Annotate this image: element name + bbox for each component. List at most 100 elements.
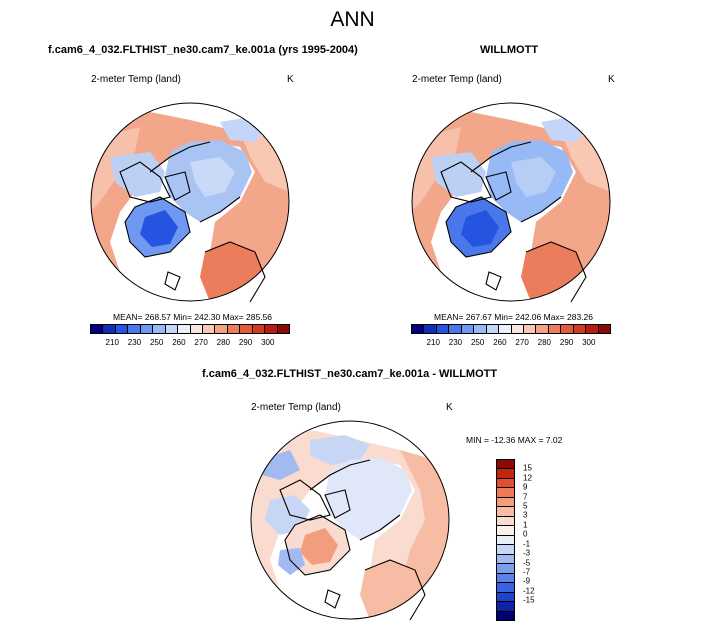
panel-2-colorbar-color-cell <box>561 325 574 333</box>
panel-3-colorbar-color-cell <box>497 478 514 489</box>
panel-1-colorbar-color-cell <box>128 325 141 333</box>
panel-1-colorbar-tick-label: 280 <box>216 338 231 347</box>
panel-3-colorbar-color-cell <box>497 545 514 555</box>
panel-3-map <box>250 420 450 621</box>
panel-1-colorbar-color-cell <box>277 325 289 333</box>
panel-2-colorbar-color-cell <box>449 325 462 333</box>
panel-1-colorbar-color-cell <box>165 325 179 333</box>
panel-3-colorbar-color-cell <box>497 564 514 574</box>
panel-3-colorbar-tick-label: 0 <box>523 529 528 539</box>
panel-3-colorbar-color-cell <box>497 469 514 479</box>
panel-1-colorbar-tick-label: 290 <box>238 338 253 347</box>
panel-2-colorbar-tick-label: 210 <box>426 338 440 347</box>
panel-1-colorbar-color-cell <box>240 325 253 333</box>
panel-2-colorbar-color-cell <box>486 325 500 333</box>
panel-2-colorbar-tick-label: 230 <box>448 338 463 347</box>
panel-3-colorbar-tick-label: -15 <box>523 595 535 605</box>
panel-2-colorbar-color-cell <box>536 325 549 333</box>
panel-2-colorbar-color-cell <box>511 325 524 333</box>
panel-3-colorbar-color-cell <box>497 592 514 603</box>
panel-1-colorbar-color-cell <box>140 325 154 333</box>
panel-1-colorbar-tick-label: 210 <box>105 338 119 347</box>
panel-2-map <box>411 102 611 303</box>
panel-3-colorbar-color-cell <box>497 535 514 546</box>
panel-1-stats: MEAN= 268.57 Min= 242.30 Max= 285.56 <box>113 312 273 322</box>
panel-2-colorbar-color-cell <box>598 325 610 333</box>
panel-3-colorbar: 15 12 9 7 5 3 1 0 -1 -3 -5 -7 -9 -12 -15 <box>496 459 556 621</box>
panel-1-colorbar-tick-label: 250 <box>149 338 164 347</box>
panel-3-variable-label: 2-meter Temp (land) <box>251 402 341 413</box>
panel-3-colorbar-tick-label: 12 <box>523 473 532 483</box>
panel-3-colorbar-color-cell <box>497 497 514 508</box>
panel-3-colorbar-tick-label: -3 <box>523 548 531 558</box>
panel-2-variable-label: 2-meter Temp (land) <box>412 74 502 85</box>
panel-2-colorbar-tick-label: 290 <box>559 338 574 347</box>
panel-3-colorbar-color-cell <box>497 516 514 527</box>
panel-2-colorbar-color-cell <box>499 325 512 333</box>
panel-1-colorbar-color-cell <box>215 325 228 333</box>
panel-2-stats: MEAN= 267.67 Min= 242.06 Max= 283.26 <box>434 312 594 322</box>
panel-1-colorbar-color-cell <box>115 325 129 333</box>
panel-1-colorbar-color-cell <box>153 325 166 333</box>
panel-1-case-title: f.cam6_4_032.FLTHIST_ne30.cam7_ke.001a (… <box>48 44 358 56</box>
panel-3-colorbar-tick-label: 7 <box>523 492 528 502</box>
panel-3-field <box>251 421 449 619</box>
panel-1-map <box>90 102 290 303</box>
panel-3-coastlines <box>279 459 426 621</box>
panel-1-field <box>91 103 289 301</box>
panel-3-colorbar-tick-label: -7 <box>523 567 531 577</box>
panel-3-colorbar-color-cell <box>497 526 514 536</box>
panel-1-colorbar-color-cell <box>227 325 241 333</box>
panel-2-colorbar-tick-label: 260 <box>493 338 507 347</box>
panel-1-variable-label: 2-meter Temp (land) <box>91 74 181 85</box>
panel-3-colorbar-tick-label: 1 <box>523 520 528 530</box>
panel-1-colorbar-color-cell <box>265 325 278 333</box>
panel-3-colorbar-color-cell <box>497 573 514 584</box>
panel-2-units: K <box>608 74 615 85</box>
panel-3-colorbar-color-cell <box>497 554 514 565</box>
panel-2-colorbar: 210 230 250 260 270 280 290 300 <box>411 324 611 350</box>
panel-3-colorbar-tick-label: 15 <box>523 463 532 473</box>
panel-1-colorbar-tick-label: 260 <box>172 338 186 347</box>
panel-2-colorbar-color-cell <box>474 325 487 333</box>
panel-2-colorbar-color-cell <box>436 325 450 333</box>
panel-1-colorbar-color-cell <box>252 325 266 333</box>
panel-3-colorbar-tick-label: -5 <box>523 558 531 568</box>
panel-1-colorbar-color-cell <box>190 325 203 333</box>
panel-1-colorbar-color-cell <box>202 325 216 333</box>
panel-1-colorbar-color-cell <box>178 325 191 333</box>
panel-1-colorbar-tick-label: 270 <box>194 338 208 347</box>
panel-3-colorbar-color-cell <box>497 460 514 470</box>
panel-3-colorbar-color-cell <box>497 583 514 593</box>
panel-2-case-title: WILLMOTT <box>480 44 539 56</box>
page-title: ANN <box>330 8 375 31</box>
panel-1-colorbar-tick-label: 300 <box>261 338 275 347</box>
panel-3-colorbar-color-cell <box>497 602 514 612</box>
panel-3-colorbar-tick-label: -1 <box>523 539 531 549</box>
panel-3-colorbar-color-cell <box>497 507 514 517</box>
panel-1-colorbar-color-cell <box>91 325 104 333</box>
panel-2-colorbar-color-cell <box>424 325 437 333</box>
panel-2-colorbar-color-cell <box>461 325 475 333</box>
panel-2-colorbar-tick-label: 280 <box>537 338 552 347</box>
panel-3-colorbar-tick-label: -9 <box>523 576 531 586</box>
panel-3-colorbar-color-cell <box>497 611 514 620</box>
panel-2-colorbar-color-cell <box>586 325 599 333</box>
panel-3-stats: MIN = -12.36 MAX = 7.02 <box>466 435 563 445</box>
panel-3-units: K <box>446 402 453 413</box>
panel-2-colorbar-color-cell <box>573 325 587 333</box>
panel-1-colorbar-color-cell <box>103 325 116 333</box>
panel-3-case-title: f.cam6_4_032.FLTHIST_ne30.cam7_ke.001a -… <box>202 368 498 380</box>
panel-2-colorbar-color-cell <box>523 325 537 333</box>
panel-2-colorbar-tick-label: 270 <box>515 338 529 347</box>
panel-3-colorbar-tick-label: 5 <box>523 501 528 511</box>
panel-3-colorbar-color-cell <box>497 488 514 498</box>
panel-2-colorbar-color-cell <box>548 325 562 333</box>
panel-2-colorbar-tick-label: 300 <box>582 338 596 347</box>
panel-1-coastlines <box>119 141 266 303</box>
panel-3-colorbar-tick-label: 3 <box>523 510 528 520</box>
panel-1-units: K <box>287 74 294 85</box>
panel-3-colorbar-tick-label: -12 <box>523 586 535 596</box>
panel-2-coastlines <box>440 141 587 303</box>
panel-3-colorbar-tick-label: 9 <box>523 482 528 492</box>
